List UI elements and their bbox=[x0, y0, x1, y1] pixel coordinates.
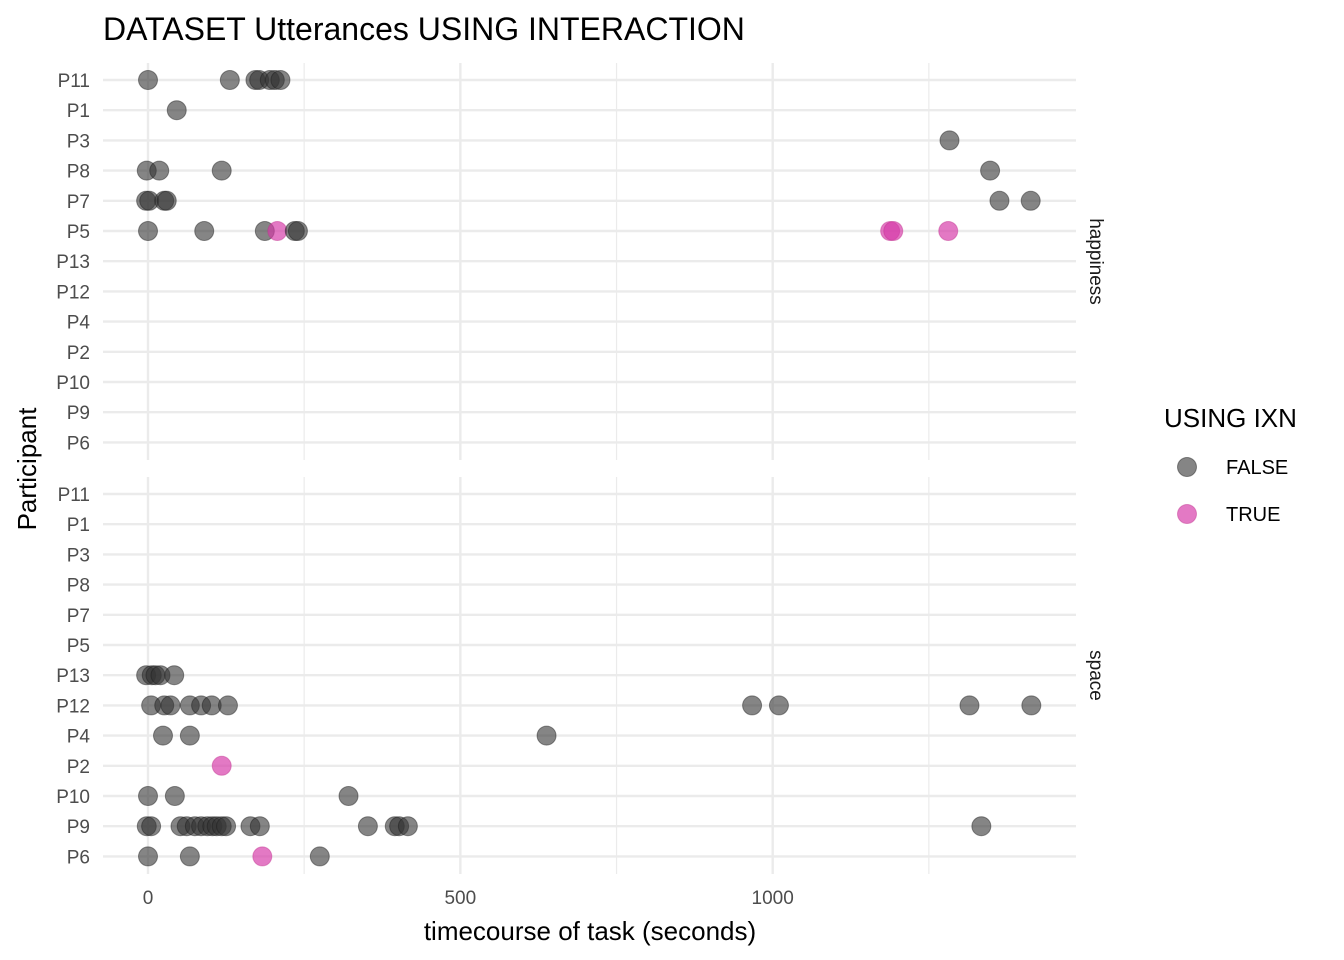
y-tick-label: P10 bbox=[56, 787, 90, 808]
y-tick-label: P9 bbox=[67, 817, 90, 838]
y-tick-label: P6 bbox=[67, 433, 90, 454]
legend: USING IXN FALSE TRUE bbox=[1164, 403, 1297, 526]
y-tick-label: P2 bbox=[67, 343, 90, 364]
x-tick-label: 0 bbox=[143, 888, 154, 909]
y-tick-label: P4 bbox=[67, 727, 91, 748]
y-tick-label: P7 bbox=[67, 192, 90, 213]
y-tick-label: P12 bbox=[56, 696, 90, 717]
data-point bbox=[138, 846, 158, 867]
data-point bbox=[989, 190, 1010, 211]
x-tick-label: 1000 bbox=[752, 888, 794, 909]
y-tick-label: P11 bbox=[58, 71, 90, 92]
y-tick-label: P6 bbox=[67, 847, 90, 868]
y-tick-label: P1 bbox=[67, 101, 90, 122]
y-tick-label: P5 bbox=[67, 222, 90, 243]
x-axis-label: timecourse of task (seconds) bbox=[424, 916, 756, 946]
data-point bbox=[194, 221, 215, 241]
data-point bbox=[152, 725, 173, 746]
data-point bbox=[959, 695, 980, 716]
data-point bbox=[149, 160, 170, 181]
data-point bbox=[164, 786, 185, 806]
data-point bbox=[357, 816, 378, 837]
data-point bbox=[179, 725, 200, 746]
y-tick-label: P10 bbox=[56, 373, 90, 394]
data-point bbox=[980, 160, 1001, 181]
y-tick-label: P2 bbox=[67, 757, 90, 778]
legend-key bbox=[1177, 457, 1197, 477]
x-axis: 0 500 1000 bbox=[143, 888, 794, 909]
y-tick-label: P12 bbox=[56, 282, 90, 303]
legend-key bbox=[1177, 504, 1197, 524]
data-point bbox=[971, 816, 992, 837]
y-tick-label: P1 bbox=[67, 515, 90, 536]
data-point bbox=[166, 100, 187, 121]
data-point bbox=[138, 786, 158, 806]
facet-panel-space: P11 P1 P3 P8 P7 P5 P13 P12 P4 P2 P10 P9 P6 space bbox=[56, 477, 1106, 874]
data-point bbox=[338, 786, 359, 806]
y-tick-label: P11 bbox=[58, 485, 90, 506]
legend-label: TRUE bbox=[1226, 504, 1280, 526]
facet-panel-happiness: P11 P1 P3 P8 P7 P5 P13 P12 P4 P2 P10 P9 P6 happiness bbox=[56, 63, 1106, 460]
y-tick-label: P9 bbox=[67, 403, 90, 424]
data-point bbox=[249, 816, 270, 837]
y-axis-label: Participant bbox=[12, 407, 42, 531]
y-tick-label: P8 bbox=[67, 162, 90, 183]
facet-strip-label: happiness bbox=[1085, 218, 1106, 305]
y-tick-label: P13 bbox=[56, 252, 90, 273]
y-tick-label: P4 bbox=[67, 313, 91, 334]
legend-label: FALSE bbox=[1226, 457, 1288, 479]
data-point bbox=[164, 665, 185, 686]
data-point bbox=[742, 695, 763, 716]
data-point bbox=[217, 695, 238, 716]
y-tick-label: P3 bbox=[67, 131, 90, 152]
y-tick-label: P13 bbox=[56, 666, 90, 687]
data-point bbox=[211, 755, 232, 776]
data-point bbox=[160, 695, 181, 716]
data-point bbox=[938, 221, 959, 241]
data-point bbox=[536, 725, 557, 746]
y-tick-label: P8 bbox=[67, 576, 90, 597]
data-point bbox=[138, 221, 158, 241]
data-point bbox=[1020, 190, 1041, 211]
data-point bbox=[270, 70, 291, 90]
y-tick-label: P7 bbox=[67, 606, 90, 627]
data-point bbox=[211, 160, 232, 181]
y-tick-label: P3 bbox=[67, 545, 90, 566]
data-point bbox=[1021, 695, 1042, 716]
y-tick-label: P5 bbox=[67, 636, 90, 657]
data-point bbox=[309, 846, 330, 867]
data-point bbox=[156, 190, 177, 211]
data-point bbox=[768, 695, 789, 716]
chart-title: DATASET Utterances USING INTERACTION bbox=[103, 11, 745, 47]
plot-panels: P11P1P3P8P7P5P13P12P4P2P10P9P6happinessP… bbox=[56, 63, 1106, 909]
data-point bbox=[216, 816, 237, 837]
data-point bbox=[141, 816, 162, 837]
data-point bbox=[138, 70, 158, 90]
x-tick-label: 500 bbox=[444, 888, 476, 909]
legend-title: USING IXN bbox=[1164, 403, 1297, 433]
facet-strip-label: space bbox=[1085, 650, 1106, 701]
data-point bbox=[267, 221, 288, 241]
data-point bbox=[252, 846, 273, 867]
data-point bbox=[287, 221, 308, 241]
data-point bbox=[883, 221, 904, 241]
data-point bbox=[179, 846, 200, 867]
data-point bbox=[397, 816, 418, 837]
data-point bbox=[219, 70, 240, 90]
data-point bbox=[939, 130, 960, 151]
